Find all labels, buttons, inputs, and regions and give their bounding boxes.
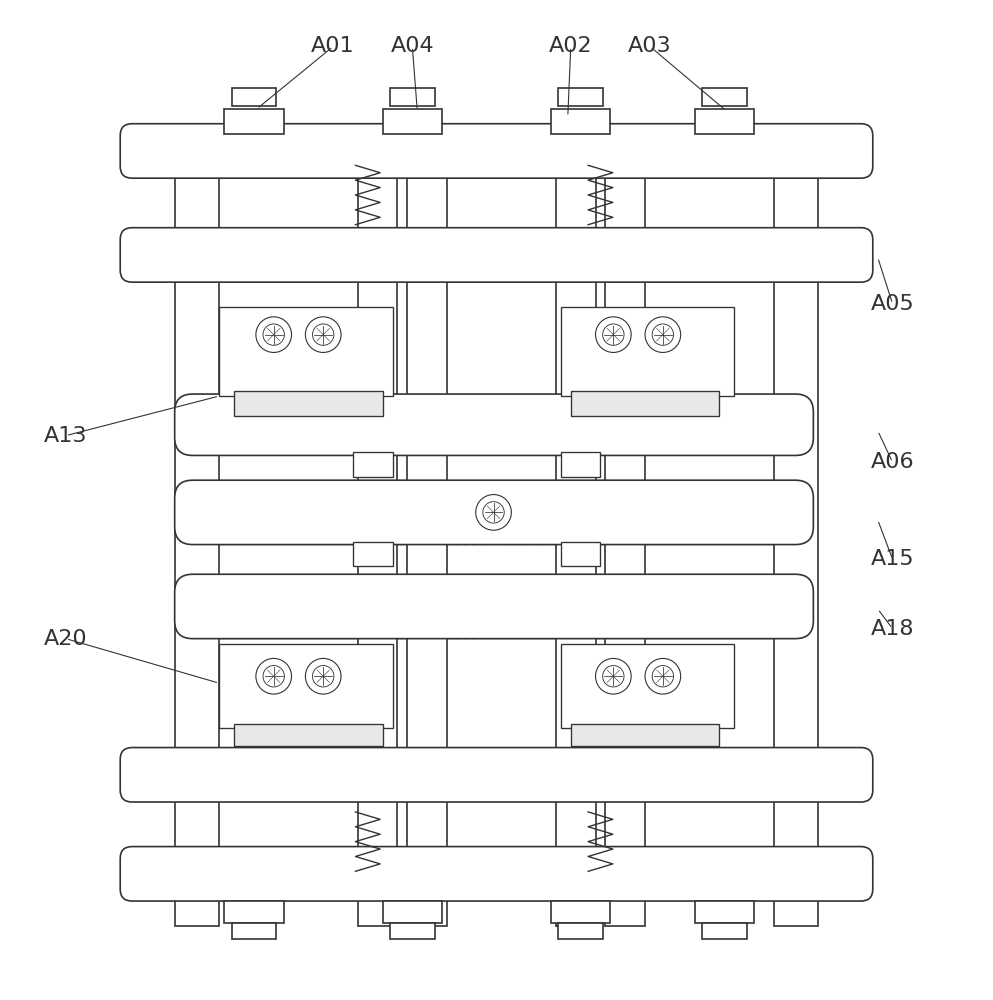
- FancyBboxPatch shape: [120, 748, 873, 802]
- Bar: [357, 178, 397, 926]
- Bar: [231, 88, 276, 106]
- Bar: [571, 391, 719, 416]
- Bar: [382, 109, 442, 134]
- Bar: [224, 901, 284, 923]
- Bar: [694, 901, 754, 923]
- Text: A05: A05: [871, 294, 915, 314]
- FancyBboxPatch shape: [175, 574, 813, 639]
- Text: A15: A15: [871, 549, 915, 569]
- Circle shape: [263, 666, 284, 687]
- Bar: [382, 901, 442, 923]
- Bar: [234, 724, 382, 746]
- Bar: [231, 923, 276, 939]
- Text: A18: A18: [871, 619, 915, 639]
- Circle shape: [652, 324, 673, 345]
- Bar: [694, 109, 754, 134]
- Circle shape: [313, 324, 334, 345]
- Bar: [390, 88, 435, 106]
- FancyBboxPatch shape: [175, 394, 813, 455]
- Circle shape: [306, 658, 341, 694]
- Bar: [407, 178, 447, 926]
- FancyBboxPatch shape: [120, 228, 873, 282]
- Bar: [561, 542, 601, 566]
- Bar: [234, 391, 382, 416]
- Circle shape: [476, 495, 511, 530]
- FancyBboxPatch shape: [120, 847, 873, 901]
- Bar: [353, 452, 392, 477]
- Bar: [774, 178, 818, 926]
- Text: A02: A02: [549, 36, 593, 56]
- Text: A04: A04: [390, 36, 434, 56]
- Bar: [390, 923, 435, 939]
- Circle shape: [596, 317, 632, 352]
- Bar: [551, 109, 611, 134]
- FancyBboxPatch shape: [175, 480, 813, 545]
- Bar: [224, 109, 284, 134]
- Circle shape: [313, 666, 334, 687]
- Circle shape: [645, 317, 680, 352]
- Bar: [561, 307, 734, 396]
- Bar: [219, 307, 392, 396]
- Bar: [561, 452, 601, 477]
- Circle shape: [652, 666, 673, 687]
- Bar: [558, 923, 603, 939]
- Bar: [558, 88, 603, 106]
- Circle shape: [256, 658, 292, 694]
- Text: A03: A03: [629, 36, 672, 56]
- Bar: [551, 901, 611, 923]
- Bar: [561, 644, 734, 728]
- Text: A06: A06: [871, 452, 915, 472]
- Circle shape: [256, 317, 292, 352]
- Bar: [571, 724, 719, 746]
- Bar: [702, 88, 747, 106]
- Circle shape: [603, 324, 624, 345]
- Bar: [353, 542, 392, 566]
- Circle shape: [645, 658, 680, 694]
- Bar: [606, 178, 645, 926]
- Bar: [219, 644, 392, 728]
- Text: A13: A13: [44, 426, 87, 446]
- Circle shape: [483, 502, 504, 523]
- Circle shape: [596, 658, 632, 694]
- FancyBboxPatch shape: [120, 124, 873, 178]
- Circle shape: [603, 666, 624, 687]
- Text: A20: A20: [44, 629, 87, 649]
- Circle shape: [263, 324, 284, 345]
- Bar: [702, 923, 747, 939]
- Text: A01: A01: [311, 36, 355, 56]
- Circle shape: [306, 317, 341, 352]
- Bar: [175, 178, 219, 926]
- Bar: [556, 178, 596, 926]
